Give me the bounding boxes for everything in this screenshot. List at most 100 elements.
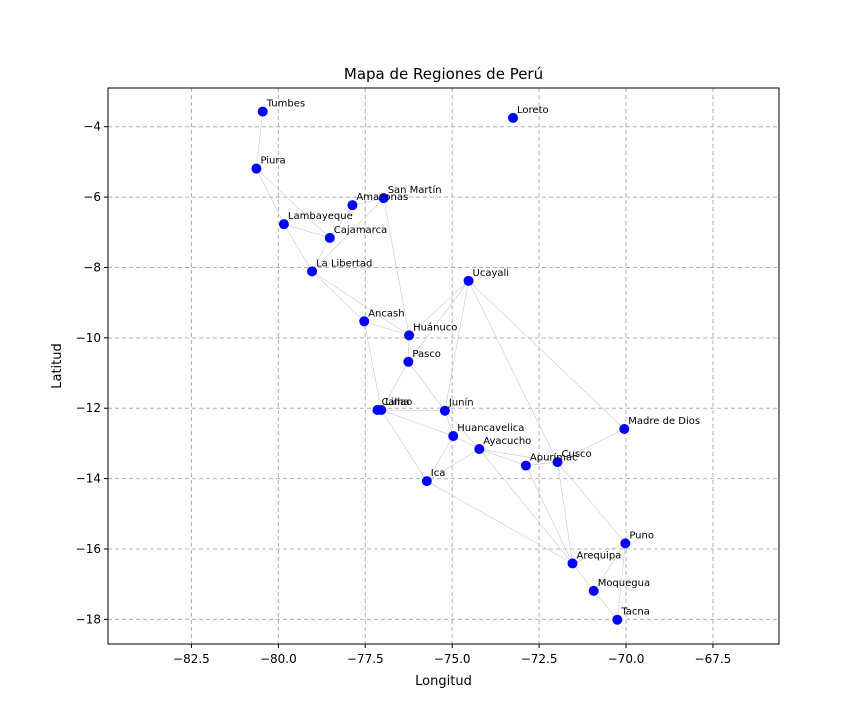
y-tick-label: −6	[83, 190, 101, 204]
connection-line	[572, 563, 594, 592]
connection-line	[426, 480, 573, 564]
connection-line	[426, 448, 480, 482]
connection-lines	[256, 111, 626, 620]
region-label: Pasco	[412, 349, 441, 360]
connection-line	[525, 461, 558, 466]
connection-line	[381, 409, 445, 411]
connection-line	[311, 237, 331, 272]
connection-line	[617, 543, 626, 620]
region-label: Madre de Dios	[628, 416, 700, 427]
region-point	[372, 404, 383, 415]
x-tick-label: −70.0	[608, 652, 645, 666]
connection-line	[525, 465, 573, 564]
connection-line	[256, 168, 285, 225]
connection-line	[593, 543, 626, 592]
region-point	[404, 330, 415, 341]
region-label: La Libertad	[316, 258, 372, 269]
region-point	[474, 444, 485, 455]
connection-line	[311, 271, 365, 322]
x-tick-label: −75.0	[434, 652, 471, 666]
region-label: Arequipa	[576, 550, 621, 561]
region-point	[378, 193, 389, 204]
region-point	[251, 163, 262, 174]
region-label: Cusco	[562, 449, 592, 460]
x-tick-label: −82.5	[173, 652, 210, 666]
region-point	[307, 266, 318, 277]
x-axis-label: Longitud	[415, 674, 472, 689]
connection-line	[593, 590, 618, 620]
region-label: Ucayali	[473, 268, 510, 279]
region-label: Junín	[448, 397, 474, 409]
connection-line	[381, 409, 428, 482]
region-point	[567, 558, 578, 569]
connection-line	[444, 410, 480, 450]
connection-line	[283, 223, 330, 239]
region-label: Amazonas	[356, 192, 408, 203]
region-label: Puno	[629, 530, 654, 541]
region-point	[508, 112, 519, 123]
connection-line	[329, 205, 353, 239]
region-point	[257, 106, 268, 117]
connection-line	[479, 448, 526, 466]
y-tick-label: −8	[83, 260, 101, 274]
connection-line	[557, 428, 625, 463]
connection-line	[557, 461, 626, 544]
y-tick-label: −16	[76, 542, 101, 556]
region-label: Huancavelica	[457, 423, 524, 434]
connection-line	[283, 224, 313, 272]
x-tick-label: −72.5	[521, 652, 558, 666]
region-label: Moquegua	[598, 578, 650, 589]
region-label: Tacna	[620, 607, 650, 618]
region-point	[463, 275, 474, 286]
region-label: Apurímac	[530, 452, 578, 464]
region-point	[612, 614, 623, 625]
connection-line	[256, 168, 331, 239]
region-point	[619, 423, 630, 434]
region-point	[620, 538, 631, 549]
grid	[108, 88, 779, 644]
connection-line	[383, 198, 410, 336]
region-point	[403, 356, 414, 367]
connection-line	[256, 111, 264, 169]
y-tick-label: −14	[76, 472, 101, 486]
connection-line	[426, 435, 454, 482]
y-tick-label: −4	[83, 120, 101, 134]
region-label: Loreto	[517, 105, 549, 116]
region-points	[251, 106, 631, 625]
y-tick-label: −12	[76, 401, 101, 415]
connection-line	[352, 197, 384, 206]
plot-frame	[107, 87, 780, 645]
connection-line	[557, 462, 573, 564]
region-label: San Martín	[388, 184, 442, 196]
region-label: Callao	[381, 397, 412, 408]
connection-line	[479, 448, 573, 564]
connection-line	[408, 280, 469, 336]
region-labels: Tumbes Loreto Piura San MartínAmazonasLamba…	[260, 99, 700, 618]
region-label: Lima	[385, 397, 409, 408]
region-point	[347, 200, 358, 211]
connection-line	[381, 361, 409, 411]
connection-line	[363, 321, 382, 411]
region-label: Tumbes	[266, 99, 305, 110]
connection-line	[381, 409, 454, 437]
region-label: Cajamarca	[334, 225, 387, 236]
connection-line	[311, 197, 384, 272]
y-tick-label: −18	[76, 612, 101, 626]
region-point	[421, 476, 432, 487]
connection-line	[444, 280, 469, 411]
region-point	[359, 316, 370, 327]
region-label: Lambayeque	[288, 211, 353, 222]
axis-ticks: −82.5 −80.0 −77.5 −75.0 −72.5 −70.0 −67.5 −4 −6 −…	[76, 120, 732, 666]
connection-line	[479, 448, 558, 463]
region-label: Ica	[431, 468, 446, 479]
connection-line	[408, 361, 446, 411]
region-point	[439, 405, 450, 416]
region-point	[448, 431, 459, 442]
region-point	[324, 232, 335, 243]
connection-line	[408, 280, 469, 362]
y-tick-label: −10	[76, 331, 101, 345]
region-label: Ancash	[368, 308, 404, 319]
connection-line	[364, 321, 410, 336]
